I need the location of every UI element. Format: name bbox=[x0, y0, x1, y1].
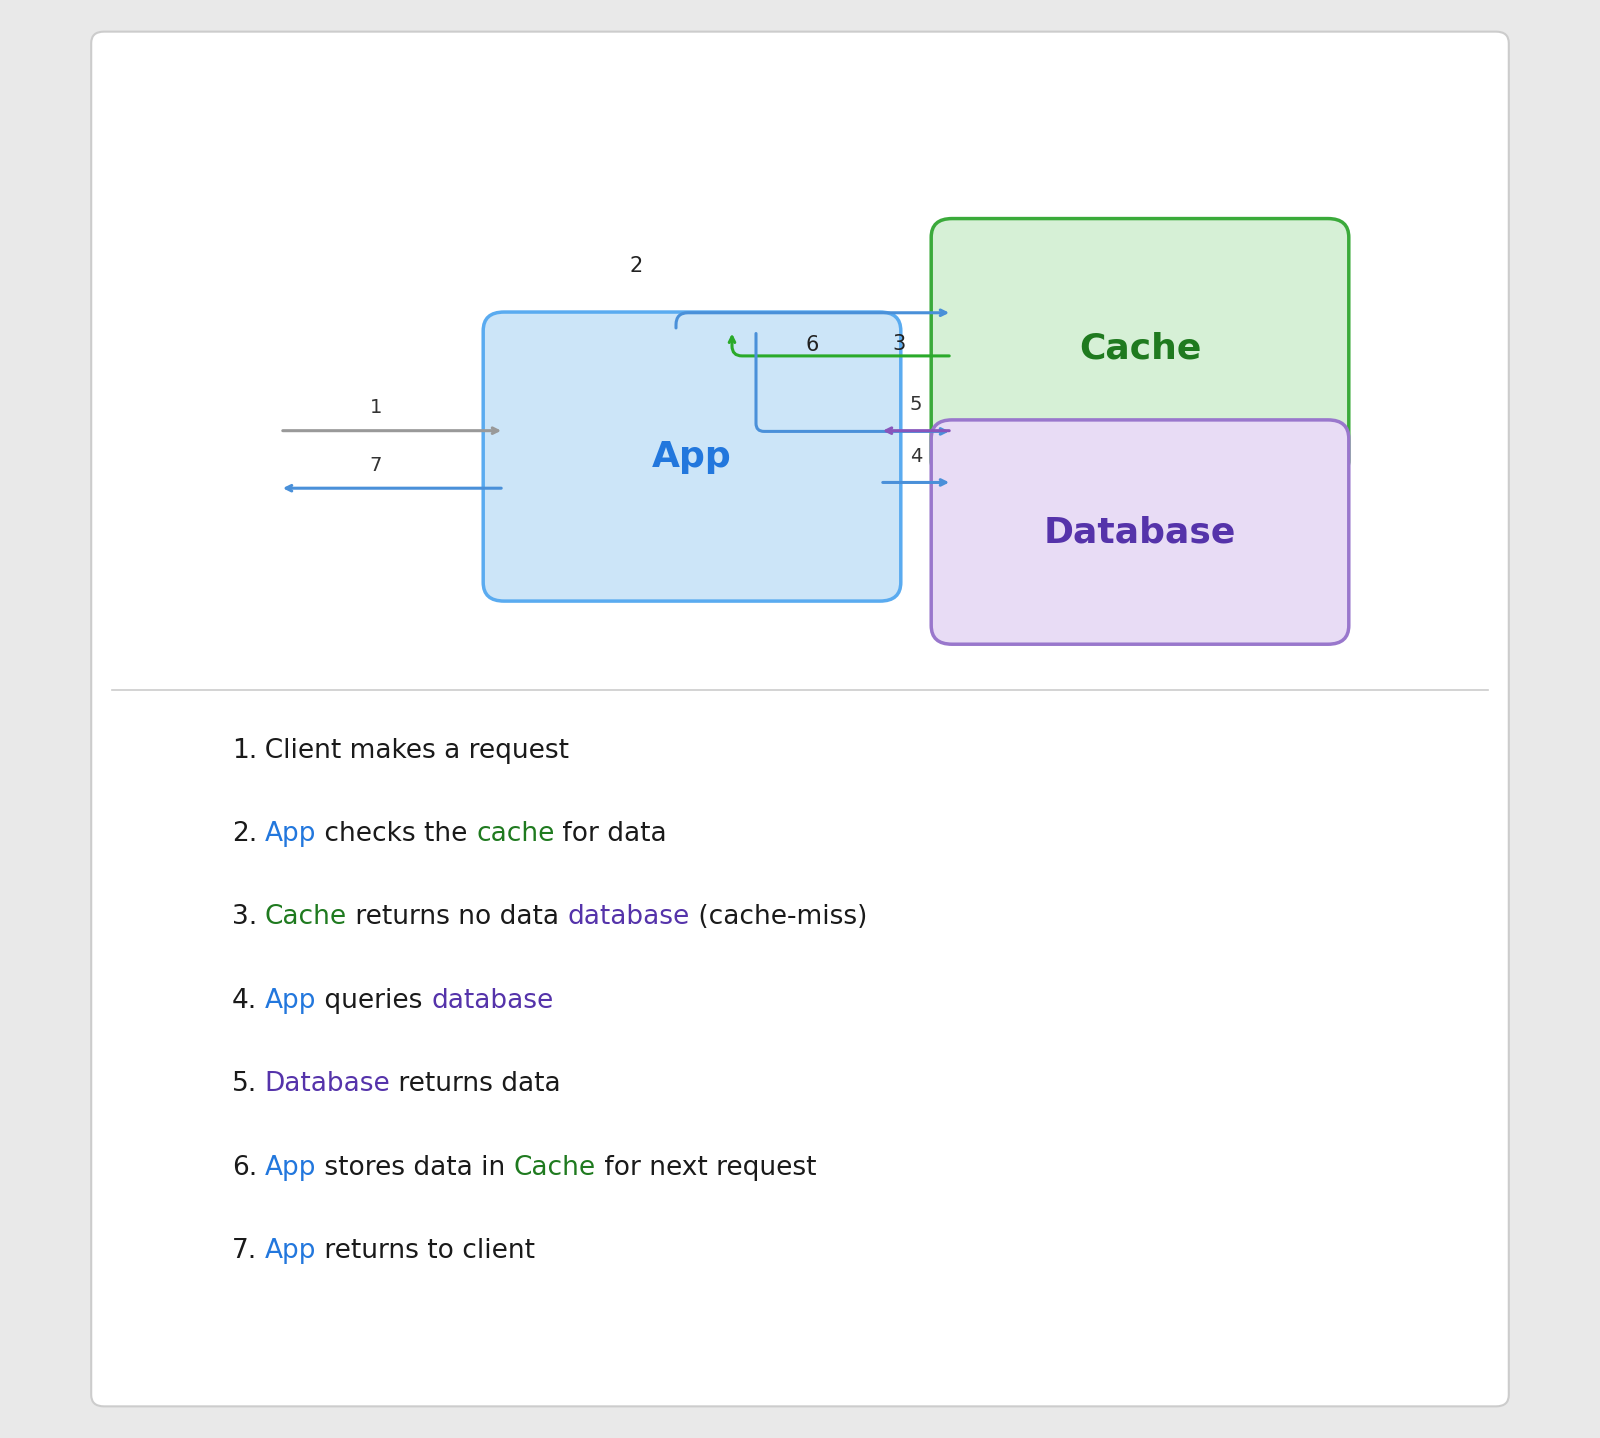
Text: 2: 2 bbox=[629, 256, 643, 276]
Text: 4: 4 bbox=[910, 447, 922, 466]
Text: database: database bbox=[568, 905, 690, 930]
Text: stores data in: stores data in bbox=[317, 1155, 514, 1181]
Text: 5: 5 bbox=[910, 395, 922, 414]
Text: App: App bbox=[264, 1238, 317, 1264]
Text: Database: Database bbox=[264, 1071, 390, 1097]
Text: 6.: 6. bbox=[232, 1155, 258, 1181]
Text: for next request: for next request bbox=[595, 1155, 816, 1181]
Text: Client makes a request: Client makes a request bbox=[248, 738, 570, 764]
Text: checks the: checks the bbox=[317, 821, 477, 847]
Text: Cache: Cache bbox=[514, 1155, 595, 1181]
Text: database: database bbox=[430, 988, 554, 1014]
Text: 7: 7 bbox=[370, 456, 382, 475]
Text: 3.: 3. bbox=[232, 905, 258, 930]
Text: Cache: Cache bbox=[264, 905, 347, 930]
Text: cache: cache bbox=[477, 821, 554, 847]
FancyBboxPatch shape bbox=[483, 312, 901, 601]
Text: returns data: returns data bbox=[390, 1071, 562, 1097]
Text: App: App bbox=[653, 440, 731, 473]
Text: 1: 1 bbox=[370, 398, 382, 417]
Text: App: App bbox=[264, 1155, 317, 1181]
Text: 7.: 7. bbox=[232, 1238, 258, 1264]
Text: 5.: 5. bbox=[232, 1071, 258, 1097]
Text: App: App bbox=[264, 988, 317, 1014]
Text: (cache-miss): (cache-miss) bbox=[690, 905, 867, 930]
Text: 4.: 4. bbox=[232, 988, 258, 1014]
Text: returns no data: returns no data bbox=[347, 905, 568, 930]
FancyBboxPatch shape bbox=[91, 32, 1509, 1406]
Text: 1.: 1. bbox=[232, 738, 258, 764]
Text: Database: Database bbox=[1043, 515, 1237, 549]
Text: queries: queries bbox=[317, 988, 430, 1014]
Text: 2.: 2. bbox=[232, 821, 258, 847]
Text: 3: 3 bbox=[893, 335, 906, 354]
Text: returns to client: returns to client bbox=[317, 1238, 536, 1264]
Text: App: App bbox=[264, 821, 317, 847]
FancyBboxPatch shape bbox=[931, 420, 1349, 644]
Text: 6: 6 bbox=[805, 335, 819, 355]
Text: Cache: Cache bbox=[1078, 332, 1202, 365]
FancyBboxPatch shape bbox=[931, 219, 1349, 479]
Text: for data: for data bbox=[554, 821, 667, 847]
